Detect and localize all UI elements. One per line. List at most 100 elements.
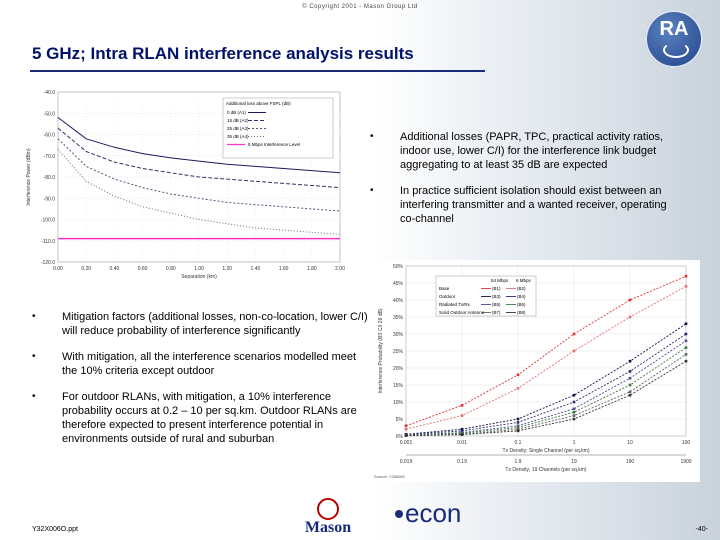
data-point bbox=[516, 417, 520, 421]
data-point bbox=[516, 424, 520, 428]
copyright-text: © Copyright 2001 - Mason Group Ltd bbox=[302, 4, 418, 10]
x-tick-label: 0.20 bbox=[81, 266, 91, 272]
data-point bbox=[460, 429, 464, 433]
ra-logo-swoosh-icon bbox=[663, 42, 689, 58]
y-tick-label: 10% bbox=[393, 400, 404, 406]
x-tick-label: 1.00 bbox=[194, 266, 204, 272]
page-number: -40- bbox=[695, 526, 708, 533]
ra-logo-text: RA bbox=[659, 18, 689, 40]
y-tick-label: -80.0 bbox=[44, 175, 56, 181]
bullet-item: • Additional losses (PAPR, TPC, practica… bbox=[370, 130, 680, 172]
data-point bbox=[628, 359, 632, 363]
econ-logo: econ bbox=[395, 498, 462, 529]
legend-label: 5 Mbps Interference Level bbox=[248, 142, 300, 147]
y-tick-label: 15% bbox=[393, 383, 404, 389]
data-point bbox=[572, 407, 576, 411]
data-point bbox=[516, 427, 520, 431]
x2-tick-label: 1900 bbox=[680, 459, 691, 465]
legend-row-label: Base bbox=[439, 286, 450, 291]
y-tick-label: 30% bbox=[393, 332, 404, 338]
legend-label: (B2) bbox=[517, 286, 526, 291]
y-tick-label: -70.0 bbox=[44, 154, 56, 160]
y-axis-label: Interference Probability (BS C/I 29 dB) bbox=[378, 308, 384, 393]
data-point bbox=[628, 370, 632, 373]
data-point bbox=[516, 387, 520, 390]
series-line bbox=[57, 149, 341, 235]
data-point bbox=[628, 393, 632, 397]
data-point bbox=[628, 390, 632, 394]
footer-filename: Y32X006O.ppt bbox=[32, 526, 78, 533]
legend-row-label: Solid Outdoor Antenna bbox=[439, 310, 485, 315]
legend-label: (B5) bbox=[492, 302, 501, 307]
data-point bbox=[460, 427, 464, 431]
data-point bbox=[684, 359, 688, 363]
series-line bbox=[405, 360, 687, 437]
bullet-text: Mitigation factors (additional losses, n… bbox=[62, 311, 368, 337]
series-line bbox=[405, 340, 687, 436]
legend-column-header: 6 Mbps bbox=[516, 278, 532, 283]
y-tick-label: -100.0 bbox=[41, 218, 55, 224]
legend-label: (B6) bbox=[517, 302, 526, 307]
x-tick-label: 0.001 bbox=[400, 440, 413, 446]
x-tick-label: 1.80 bbox=[307, 266, 317, 272]
series-line bbox=[405, 275, 687, 427]
bullet-item: • For outdoor RLANs, with mitigation, a … bbox=[32, 390, 372, 446]
mason-logo: Mason bbox=[298, 498, 358, 537]
y-tick-label: -110.0 bbox=[41, 239, 55, 245]
data-point bbox=[628, 298, 632, 302]
legend-label: (B3) bbox=[492, 294, 501, 299]
data-point bbox=[516, 429, 520, 433]
legend-label: (B8) bbox=[517, 310, 526, 315]
data-point bbox=[572, 349, 576, 353]
data-point bbox=[572, 417, 576, 421]
bullet-text: In practice sufficient isolation should … bbox=[400, 185, 667, 225]
y-tick-label: -60.0 bbox=[44, 133, 56, 139]
series-line bbox=[405, 323, 687, 435]
ra-logo: RA bbox=[645, 10, 703, 68]
data-point bbox=[572, 410, 576, 414]
data-point bbox=[460, 404, 464, 407]
data-point bbox=[684, 353, 688, 356]
legend-title: Additional loss above FSPL (dB) bbox=[226, 101, 291, 106]
x-tick-label: 10 bbox=[627, 440, 633, 446]
x2-tick-label: 190 bbox=[626, 459, 635, 465]
data-point bbox=[404, 427, 408, 431]
data-point bbox=[684, 274, 688, 278]
data-point bbox=[628, 376, 632, 380]
y-axis-label: Interference Power (dBm) bbox=[26, 148, 32, 206]
data-point bbox=[628, 315, 632, 319]
data-point bbox=[404, 434, 408, 437]
right-bullet-list: • Additional losses (PAPR, TPC, practica… bbox=[370, 130, 680, 238]
x-tick-label: 1.40 bbox=[251, 266, 261, 272]
series-line bbox=[405, 286, 687, 430]
legend-label: 35 dB (A4) bbox=[227, 134, 249, 139]
legend-box bbox=[435, 275, 537, 317]
interference-probability-chart: 0% 5% 10% 15% 20% 25% 30% 35% 40% 45% 50% 0.001 0.01… bbox=[370, 260, 700, 482]
legend-label: (B1) bbox=[492, 286, 501, 291]
econ-logo-text: econ bbox=[405, 498, 462, 528]
x-tick-label: 0.60 bbox=[138, 266, 148, 272]
left-bullet-list: • Mitigation factors (additional losses,… bbox=[32, 310, 372, 458]
y-tick-label: -50.0 bbox=[44, 111, 56, 117]
y-tick-label: 50% bbox=[393, 264, 404, 270]
data-point bbox=[684, 346, 688, 349]
y-tick-label: -40.0 bbox=[44, 90, 56, 96]
series-line bbox=[405, 333, 687, 436]
x-tick-label: 1 bbox=[573, 440, 576, 446]
data-point bbox=[572, 332, 576, 336]
legend-box bbox=[222, 97, 334, 159]
x-tick-label: 0.40 bbox=[110, 266, 120, 272]
x-axis-label: Tx Density; Single Channel (per sq.km) bbox=[503, 448, 590, 454]
title-divider bbox=[30, 70, 485, 72]
legend-label: 0 dB (A1) bbox=[227, 110, 247, 115]
y-tick-label: 20% bbox=[393, 366, 404, 372]
data-point bbox=[516, 421, 520, 424]
legend-label: 25 dB (A3) bbox=[227, 126, 249, 131]
source-label: Source: Y336060 bbox=[374, 474, 406, 479]
y-tick-label: -90.0 bbox=[44, 196, 56, 202]
data-point bbox=[572, 393, 576, 397]
y-tick-label: 45% bbox=[393, 281, 404, 287]
bullet-icon: • bbox=[32, 391, 36, 402]
bullet-icon: • bbox=[32, 351, 36, 362]
bullet-icon: • bbox=[32, 311, 36, 322]
